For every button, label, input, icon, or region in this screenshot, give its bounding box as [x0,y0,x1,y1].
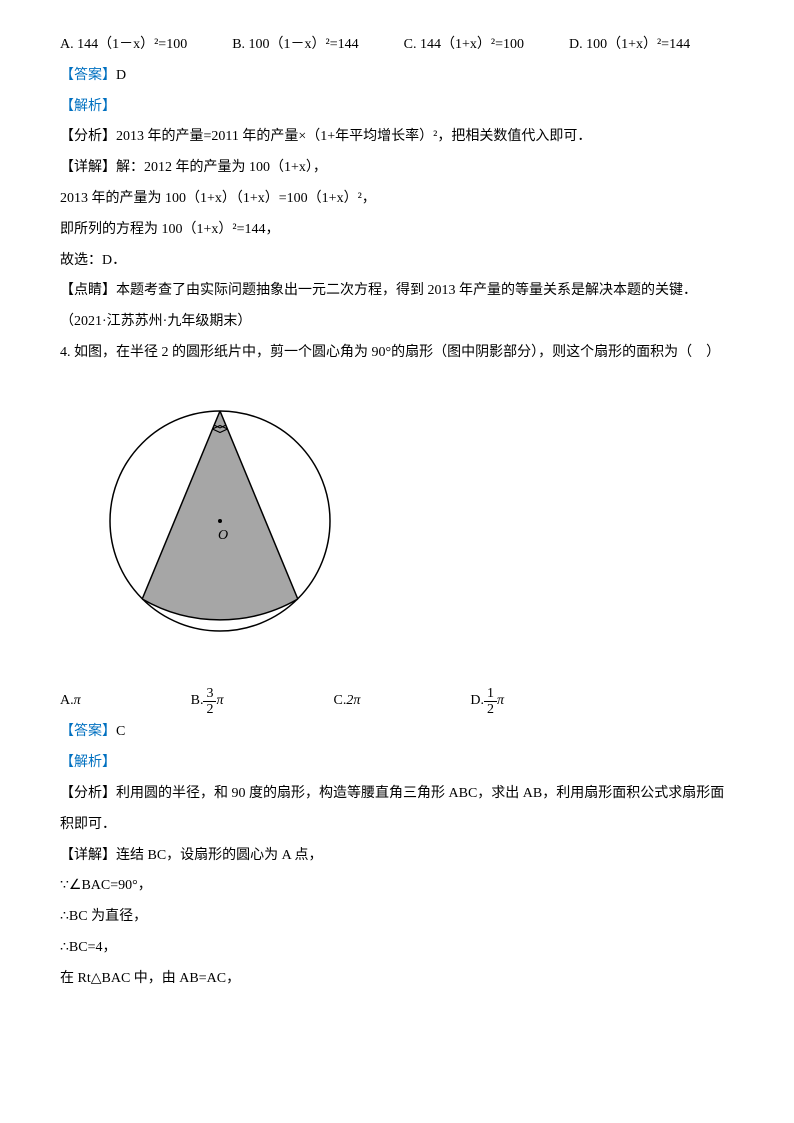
q3-detail-4: 故选：D． [60,246,734,277]
q4-answer-label: 【答案】 [60,724,116,739]
q4-answer: 【答案】C [60,717,734,748]
q4-opt-d-suffix: π [497,686,504,717]
q3-option-b: B. 100（1－x）²=144 [232,30,358,61]
q4-detail-3: ∴BC 为直径， [60,902,734,933]
q3-option-c: C. 144（1+x）²=100 [404,30,524,61]
q4-options-row: A. π B. 3 2 π C. 2π D. 1 2 π [60,686,734,718]
q3-answer: 【答案】D [60,61,734,92]
q3-options-row: A. 144（1－x）²=100 B. 100（1－x）²=144 C. 144… [60,30,734,61]
q4-answer-value: C [116,724,125,739]
q3-option-a: A. 144（1－x）²=100 [60,30,187,61]
q4-detail-2: ∵∠BAC=90°， [60,871,734,902]
q4-opt-b-num: 3 [203,686,216,702]
q4-opt-b-den: 2 [203,702,216,717]
q4-opt-a-value: π [74,686,81,717]
q4-opt-b-frac: 3 2 [203,686,216,718]
q4-question: 4. 如图，在半径 2 的圆形纸片中，剪一个圆心角为 90°的扇形（图中阴影部分… [60,338,734,369]
q4-option-d: D. 1 2 π [470,686,504,718]
q3-analysis-1: 【分析】2013 年的产量=2011 年的产量×（1+年平均增长率）²，把相关数… [60,122,734,153]
q3-summary: 【点睛】本题考查了由实际问题抽象出一元二次方程，得到 2013 年产量的等量关系… [60,276,734,307]
q4-option-c: C. 2π [334,686,361,718]
q4-opt-d-den: 2 [484,702,497,717]
center-label: O [218,528,228,543]
q3-option-d: D. 100（1+x）²=144 [569,30,690,61]
q4-opt-a-prefix: A. [60,686,74,717]
q4-analysis-label: 【解析】 [60,748,734,779]
q4-option-a: A. π [60,686,81,718]
q4-detail-4: ∴BC=4， [60,933,734,964]
q4-opt-c-value: 2π [346,686,360,717]
center-dot [218,519,222,523]
sector-fill [142,411,298,620]
q4-diagram: O [60,381,734,674]
q4-analysis-1: 【分析】利用圆的半径，和 90 度的扇形，构造等腰直角三角形 ABC，求出 AB… [60,779,734,841]
q3-analysis-label: 【解析】 [60,92,734,123]
q4-opt-d-prefix: D. [470,686,484,717]
q4-opt-d-frac: 1 2 [484,686,497,718]
q3-answer-label: 【答案】 [60,68,116,83]
q4-opt-b-prefix: B. [191,686,204,717]
q4-opt-c-prefix: C. [334,686,347,717]
q3-answer-value: D [116,68,126,83]
q3-detail-1: 【详解】解：2012 年的产量为 100（1+x）， [60,153,734,184]
q4-opt-b-suffix: π [216,686,223,717]
q4-detail-1: 【详解】连结 BC，设扇形的圆心为 A 点， [60,841,734,872]
circle-sector-diagram: O [60,381,380,661]
q4-source: （2021·江苏苏州·九年级期末） [60,307,734,338]
q3-detail-2: 2013 年的产量为 100（1+x）（1+x）=100（1+x）²， [60,184,734,215]
q3-detail-3: 即所列的方程为 100（1+x）²=144， [60,215,734,246]
q4-option-b: B. 3 2 π [191,686,224,718]
q4-opt-d-num: 1 [484,686,497,702]
q4-detail-5: 在 Rt△BAC 中，由 AB=AC， [60,964,734,995]
